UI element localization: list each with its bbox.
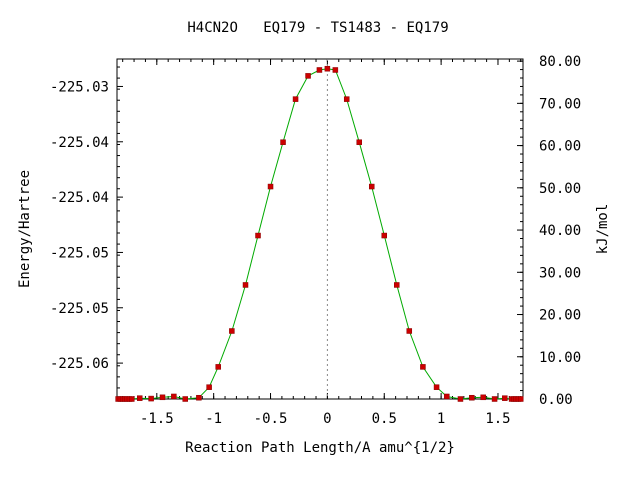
- data-point: [491, 396, 498, 402]
- x-tick-label: 0.5: [372, 411, 397, 427]
- data-point: [206, 384, 212, 390]
- x-tick-label: 1.5: [485, 411, 510, 427]
- y-right-tick-label: 10.00: [539, 350, 581, 366]
- x-tick-label: 0: [323, 411, 331, 427]
- y-left-tick-label: -225.04: [50, 190, 109, 206]
- data-point: [182, 396, 188, 402]
- data-point: [255, 232, 261, 239]
- y-left-tick-label: -225.06: [50, 356, 109, 372]
- y-right-tick-label: 80.00: [539, 54, 581, 70]
- data-point: [368, 183, 375, 190]
- data-point-markers: [115, 65, 524, 402]
- data-point: [381, 232, 388, 239]
- data-point: [332, 67, 339, 73]
- plot-frame: [116, 58, 524, 400]
- x-tick-label: -0.5: [254, 411, 288, 427]
- y-left-tick-label: -225.05: [50, 245, 109, 261]
- y-left-tick-label: -225.05: [50, 301, 109, 317]
- data-point: [129, 396, 135, 402]
- y-left-tick-label: -225.04: [50, 135, 109, 151]
- data-point: [305, 73, 311, 79]
- data-point: [433, 384, 440, 390]
- y-right-tick-label: 40.00: [539, 223, 581, 239]
- data-point: [267, 183, 274, 190]
- left-y-axis: -225.03 -225.04 -225.04 -225.05 -225.05 -225.…: [50, 66, 123, 400]
- data-point: [406, 328, 413, 334]
- data-point: [324, 65, 331, 72]
- data-point: [356, 139, 362, 145]
- data-point: [136, 395, 143, 401]
- data-point: [229, 328, 235, 334]
- data-point: [343, 96, 350, 102]
- data-point: [394, 282, 400, 288]
- y-right-tick-label: 0.00: [539, 392, 573, 408]
- data-point: [469, 394, 475, 401]
- x-tick-label: 1: [437, 411, 445, 427]
- right-y-axis: 0.00 10.00 20.00 30.00 40.00 50.00 60.00 70.00 8…: [517, 54, 581, 408]
- x-axis-label: Reaction Path Length/A amu^{1/2}: [185, 440, 455, 456]
- data-point: [316, 67, 323, 73]
- data-point: [502, 395, 508, 401]
- y-axis-label-right: kJ/mol: [595, 204, 611, 255]
- x-axis: -1.5 -1 -0.5 0 0.5 1 1.5: [122, 59, 522, 427]
- x-tick-label: -1: [205, 411, 222, 427]
- y-left-tick-label: -225.03: [50, 79, 109, 95]
- energy-profile-line: [118, 68, 521, 400]
- data-point: [517, 396, 524, 402]
- data-point: [420, 364, 426, 370]
- data-point: [196, 394, 202, 401]
- data-point: [148, 395, 154, 402]
- data-point: [215, 364, 221, 370]
- y-right-tick-label: 50.00: [539, 181, 581, 197]
- y-right-tick-label: 30.00: [539, 265, 581, 281]
- y-axis-label-left: Energy/Hartree: [17, 170, 33, 288]
- data-point: [171, 393, 177, 400]
- y-right-tick-label: 70.00: [539, 96, 581, 112]
- data-point: [242, 282, 249, 288]
- data-point: [159, 394, 166, 401]
- x-tick-label: -1.5: [140, 411, 174, 427]
- data-point: [444, 393, 450, 400]
- data-point: [480, 394, 486, 401]
- data-point: [292, 96, 299, 102]
- y-right-tick-label: 60.00: [539, 139, 581, 155]
- y-right-tick-label: 20.00: [539, 308, 581, 324]
- data-point: [457, 396, 464, 402]
- data-point: [280, 139, 286, 145]
- chart-title: H4CN2O EQ179 - TS1483 - EQ179: [187, 20, 448, 36]
